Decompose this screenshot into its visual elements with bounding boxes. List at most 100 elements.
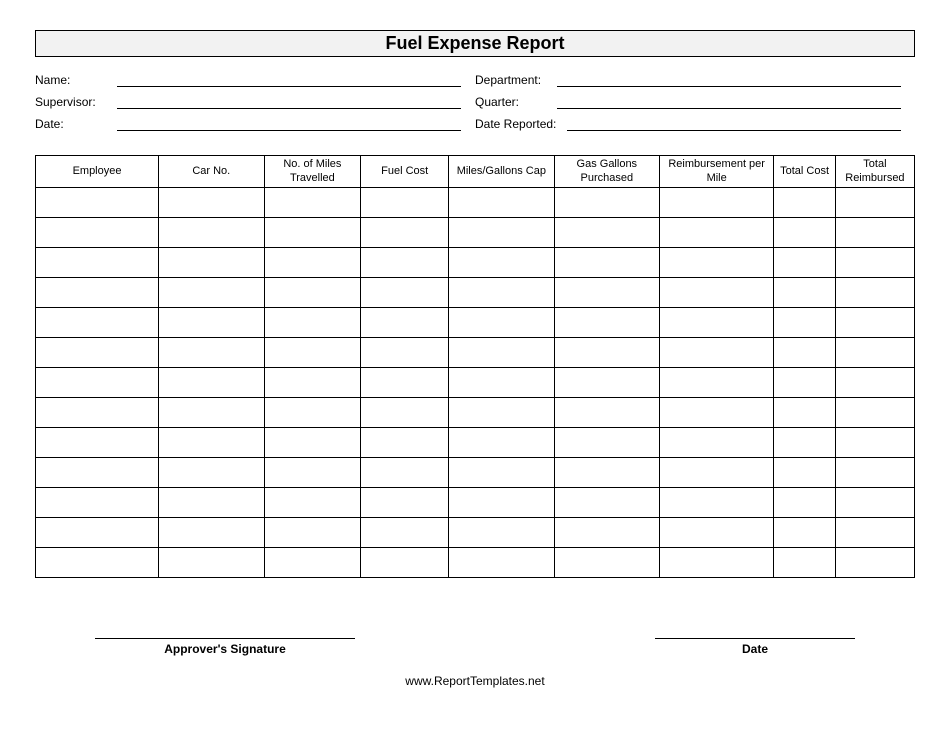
table-cell[interactable]	[159, 398, 264, 428]
name-input-line[interactable]	[117, 73, 461, 87]
table-cell[interactable]	[660, 338, 774, 368]
table-cell[interactable]	[36, 548, 159, 578]
table-cell[interactable]	[264, 518, 361, 548]
table-cell[interactable]	[264, 278, 361, 308]
date-signature-line[interactable]	[655, 638, 855, 639]
table-cell[interactable]	[449, 548, 554, 578]
table-cell[interactable]	[159, 518, 264, 548]
table-cell[interactable]	[449, 188, 554, 218]
table-cell[interactable]	[361, 248, 449, 278]
table-cell[interactable]	[159, 188, 264, 218]
table-cell[interactable]	[361, 338, 449, 368]
table-cell[interactable]	[660, 278, 774, 308]
table-cell[interactable]	[660, 428, 774, 458]
table-cell[interactable]	[159, 218, 264, 248]
table-cell[interactable]	[264, 308, 361, 338]
date-reported-input-line[interactable]	[567, 117, 901, 131]
table-cell[interactable]	[449, 398, 554, 428]
table-cell[interactable]	[774, 398, 836, 428]
table-cell[interactable]	[449, 308, 554, 338]
table-cell[interactable]	[36, 248, 159, 278]
table-cell[interactable]	[264, 488, 361, 518]
table-cell[interactable]	[361, 308, 449, 338]
table-cell[interactable]	[361, 458, 449, 488]
table-cell[interactable]	[554, 428, 659, 458]
table-cell[interactable]	[264, 398, 361, 428]
table-cell[interactable]	[774, 308, 836, 338]
table-cell[interactable]	[159, 428, 264, 458]
table-cell[interactable]	[159, 368, 264, 398]
table-cell[interactable]	[835, 308, 914, 338]
table-cell[interactable]	[660, 188, 774, 218]
table-cell[interactable]	[449, 248, 554, 278]
table-cell[interactable]	[36, 338, 159, 368]
table-cell[interactable]	[36, 368, 159, 398]
table-cell[interactable]	[554, 368, 659, 398]
table-cell[interactable]	[449, 338, 554, 368]
table-cell[interactable]	[774, 188, 836, 218]
table-cell[interactable]	[554, 278, 659, 308]
table-cell[interactable]	[36, 278, 159, 308]
table-cell[interactable]	[361, 278, 449, 308]
date-input-line[interactable]	[117, 117, 461, 131]
table-cell[interactable]	[36, 458, 159, 488]
table-cell[interactable]	[159, 248, 264, 278]
table-cell[interactable]	[774, 248, 836, 278]
table-cell[interactable]	[264, 188, 361, 218]
table-cell[interactable]	[554, 548, 659, 578]
table-cell[interactable]	[36, 488, 159, 518]
table-cell[interactable]	[774, 548, 836, 578]
table-cell[interactable]	[554, 308, 659, 338]
table-cell[interactable]	[554, 338, 659, 368]
table-cell[interactable]	[660, 548, 774, 578]
table-cell[interactable]	[36, 218, 159, 248]
table-cell[interactable]	[774, 218, 836, 248]
table-cell[interactable]	[660, 368, 774, 398]
table-cell[interactable]	[36, 428, 159, 458]
table-cell[interactable]	[660, 398, 774, 428]
table-cell[interactable]	[361, 368, 449, 398]
table-cell[interactable]	[835, 488, 914, 518]
table-cell[interactable]	[361, 518, 449, 548]
table-cell[interactable]	[159, 308, 264, 338]
table-cell[interactable]	[835, 338, 914, 368]
table-cell[interactable]	[159, 488, 264, 518]
table-cell[interactable]	[449, 428, 554, 458]
table-cell[interactable]	[264, 248, 361, 278]
table-cell[interactable]	[361, 398, 449, 428]
table-cell[interactable]	[449, 488, 554, 518]
table-cell[interactable]	[449, 518, 554, 548]
table-cell[interactable]	[264, 428, 361, 458]
table-cell[interactable]	[554, 248, 659, 278]
quarter-input-line[interactable]	[557, 95, 901, 109]
table-cell[interactable]	[774, 278, 836, 308]
table-cell[interactable]	[361, 428, 449, 458]
table-cell[interactable]	[774, 518, 836, 548]
table-cell[interactable]	[264, 218, 361, 248]
table-cell[interactable]	[835, 428, 914, 458]
table-cell[interactable]	[36, 308, 159, 338]
supervisor-input-line[interactable]	[117, 95, 461, 109]
table-cell[interactable]	[835, 548, 914, 578]
table-cell[interactable]	[660, 518, 774, 548]
table-cell[interactable]	[660, 458, 774, 488]
table-cell[interactable]	[554, 458, 659, 488]
table-cell[interactable]	[835, 458, 914, 488]
table-cell[interactable]	[449, 218, 554, 248]
table-cell[interactable]	[774, 488, 836, 518]
table-cell[interactable]	[159, 458, 264, 488]
table-cell[interactable]	[835, 398, 914, 428]
table-cell[interactable]	[660, 248, 774, 278]
table-cell[interactable]	[660, 308, 774, 338]
table-cell[interactable]	[835, 518, 914, 548]
table-cell[interactable]	[554, 188, 659, 218]
table-cell[interactable]	[36, 398, 159, 428]
table-cell[interactable]	[36, 518, 159, 548]
table-cell[interactable]	[159, 338, 264, 368]
table-cell[interactable]	[835, 218, 914, 248]
table-cell[interactable]	[449, 278, 554, 308]
table-cell[interactable]	[660, 218, 774, 248]
table-cell[interactable]	[774, 428, 836, 458]
table-cell[interactable]	[159, 548, 264, 578]
table-cell[interactable]	[264, 368, 361, 398]
